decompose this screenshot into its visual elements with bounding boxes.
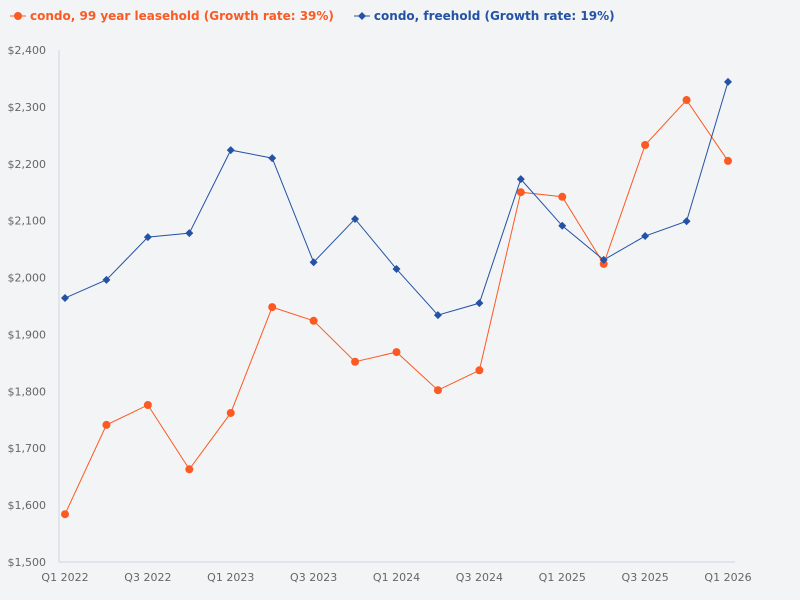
y-tick-label: $1,800 [8,385,47,398]
data-point [392,348,401,357]
data-point [185,465,194,474]
data-point [226,146,235,155]
data-point [682,217,691,226]
data-point [599,255,608,264]
data-point [309,258,318,267]
data-point [351,214,360,223]
data-point [268,303,277,312]
x-tick-label: Q1 2025 [539,571,586,584]
x-tick-label: Q1 2023 [207,571,254,584]
data-point [516,188,525,197]
x-tick-label: Q3 2022 [124,571,171,584]
data-point [558,221,567,230]
data-point [185,229,194,238]
y-tick-label: $2,100 [8,215,47,228]
legend-item[interactable]: condo, 99 year leasehold (Growth rate: 3… [10,9,334,23]
x-tick-label: Q1 2022 [41,571,88,584]
data-point [641,141,650,150]
y-tick-label: $1,500 [8,556,47,569]
data-point [724,156,732,165]
y-tick-label: $1,700 [8,442,47,455]
data-point [61,510,69,519]
x-tick-label: Q3 2025 [622,571,669,584]
diamond-marker-icon [353,12,370,20]
series-line [64,99,729,515]
data-point [516,175,525,184]
y-tick-label: $1,600 [8,499,47,512]
legend-item[interactable]: condo, freehold (Growth rate: 19%) [353,9,615,23]
y-tick-label: $2,000 [8,272,47,285]
data-point [351,357,360,366]
data-point [61,294,69,303]
data-point [268,154,277,163]
y-tick-label: $1,900 [8,328,47,341]
data-point [433,311,442,320]
x-tick-label: Q3 2023 [290,571,337,584]
data-point [558,192,567,201]
data-point [102,420,111,429]
x-tick-label: Q3 2024 [456,571,503,584]
data-point [433,386,442,395]
data-point [475,299,484,308]
series-line [64,81,729,316]
legend-label: condo, 99 year leasehold (Growth rate: 3… [30,9,334,23]
data-point [724,77,732,86]
y-tick-label: $2,400 [8,44,47,57]
data-point [102,275,111,284]
data-point [143,400,152,409]
circle-marker-icon [10,12,26,20]
x-tick-label: Q1 2024 [373,571,420,584]
data-point [392,265,401,274]
x-tick-label: Q1 2026 [704,571,751,584]
data-point [682,96,691,105]
data-point [309,316,318,325]
legend: condo, 99 year leasehold (Growth rate: 3… [10,9,615,23]
data-point [475,366,484,375]
data-point [641,232,650,241]
data-point [143,233,152,242]
legend-label: condo, freehold (Growth rate: 19%) [373,9,615,23]
y-tick-label: $2,200 [8,158,47,171]
y-tick-label: $2,300 [8,101,47,114]
data-point [226,408,235,417]
